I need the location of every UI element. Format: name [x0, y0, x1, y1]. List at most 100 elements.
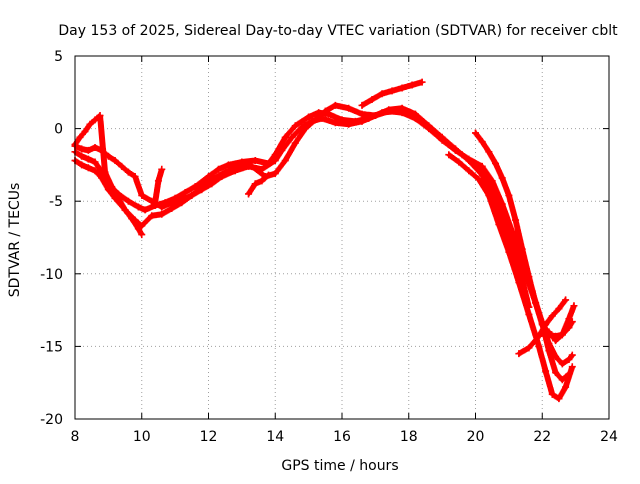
data-point	[398, 84, 406, 92]
data-point	[508, 228, 516, 236]
data-point	[271, 157, 279, 165]
y-tick-label: -10	[40, 267, 63, 283]
data-point	[562, 383, 570, 391]
data-point	[465, 155, 473, 163]
data-point	[532, 299, 540, 307]
data-point	[188, 191, 196, 199]
data-point	[158, 165, 166, 173]
data-point	[305, 113, 313, 121]
data-point	[111, 157, 119, 165]
data-point	[478, 162, 486, 170]
data-point	[81, 128, 89, 136]
data-point	[378, 90, 386, 98]
data-point	[345, 120, 353, 128]
data-point	[485, 191, 493, 199]
data-point	[138, 231, 146, 239]
data-point	[488, 177, 496, 185]
data-point	[558, 376, 566, 384]
x-tick-label: 10	[133, 429, 151, 445]
data-point	[358, 110, 366, 118]
y-tick-label: -15	[40, 339, 63, 355]
data-point	[225, 161, 233, 169]
data-point	[98, 174, 106, 182]
data-point	[492, 159, 500, 167]
data-point	[208, 175, 216, 183]
series-track-11	[245, 171, 273, 198]
data-point	[251, 157, 259, 165]
data-point	[498, 174, 506, 182]
data-point	[558, 331, 566, 339]
data-point	[568, 363, 576, 371]
data-point	[478, 171, 486, 179]
data-point	[542, 367, 550, 375]
data-point	[371, 112, 379, 120]
data-point	[91, 116, 99, 124]
data-point	[198, 183, 206, 191]
data-point	[248, 162, 256, 170]
x-tick-label: 12	[200, 429, 218, 445]
y-tick-label: 0	[54, 122, 63, 138]
data-point	[291, 139, 299, 147]
data-point	[151, 199, 159, 207]
data-point	[555, 395, 563, 403]
data-point	[495, 220, 503, 228]
series-track-10	[151, 165, 166, 207]
data-point	[301, 125, 309, 133]
data-point	[548, 390, 556, 398]
data-point	[281, 133, 289, 141]
data-point	[512, 216, 520, 224]
data-point	[472, 129, 479, 137]
data-point	[552, 337, 560, 345]
data-point	[555, 305, 563, 313]
data-point	[178, 196, 186, 204]
data-point	[398, 109, 406, 117]
data-point	[118, 162, 126, 170]
data-point	[552, 369, 560, 377]
data-point	[96, 112, 104, 120]
data-point	[451, 146, 459, 154]
data-point	[221, 168, 229, 176]
data-point	[251, 180, 259, 188]
data-point	[548, 312, 556, 320]
data-point	[465, 167, 473, 175]
data-point	[86, 120, 94, 128]
series-track-7	[445, 151, 576, 403]
data-point	[558, 360, 566, 368]
data-point	[114, 194, 122, 202]
data-point	[131, 173, 139, 181]
data-point	[505, 248, 513, 256]
data-point	[215, 165, 223, 173]
data-point	[108, 183, 116, 191]
data-point	[78, 145, 86, 153]
data-point	[288, 133, 296, 141]
data-point	[84, 164, 92, 172]
data-point	[101, 168, 109, 176]
x-tick-label: 14	[266, 429, 284, 445]
data-point	[278, 146, 286, 154]
data-point	[498, 200, 506, 208]
x-tick-label: 24	[600, 429, 618, 445]
data-point	[475, 175, 483, 183]
data-point	[91, 143, 99, 151]
data-point	[84, 155, 92, 163]
data-point	[565, 315, 573, 323]
data-point	[191, 183, 199, 191]
data-point	[535, 342, 543, 350]
series-track-9	[545, 302, 578, 345]
data-point	[331, 101, 339, 109]
data-point	[181, 188, 189, 196]
data-point	[265, 171, 273, 179]
x-axis-label: GPS time / hours	[281, 458, 398, 474]
data-point	[281, 157, 289, 165]
data-point	[158, 210, 166, 218]
data-point	[311, 116, 319, 124]
data-point	[358, 101, 366, 109]
data-point	[515, 279, 523, 287]
data-point	[445, 151, 453, 159]
y-tick-label: 5	[54, 49, 63, 65]
tick-layer: 8 10 12 14 16 18 20 22 24 5 0 -5 -10 -15 -20	[40, 49, 618, 445]
data-point	[331, 119, 339, 127]
x-tick-label: 8	[71, 429, 80, 445]
data-point	[124, 168, 132, 176]
